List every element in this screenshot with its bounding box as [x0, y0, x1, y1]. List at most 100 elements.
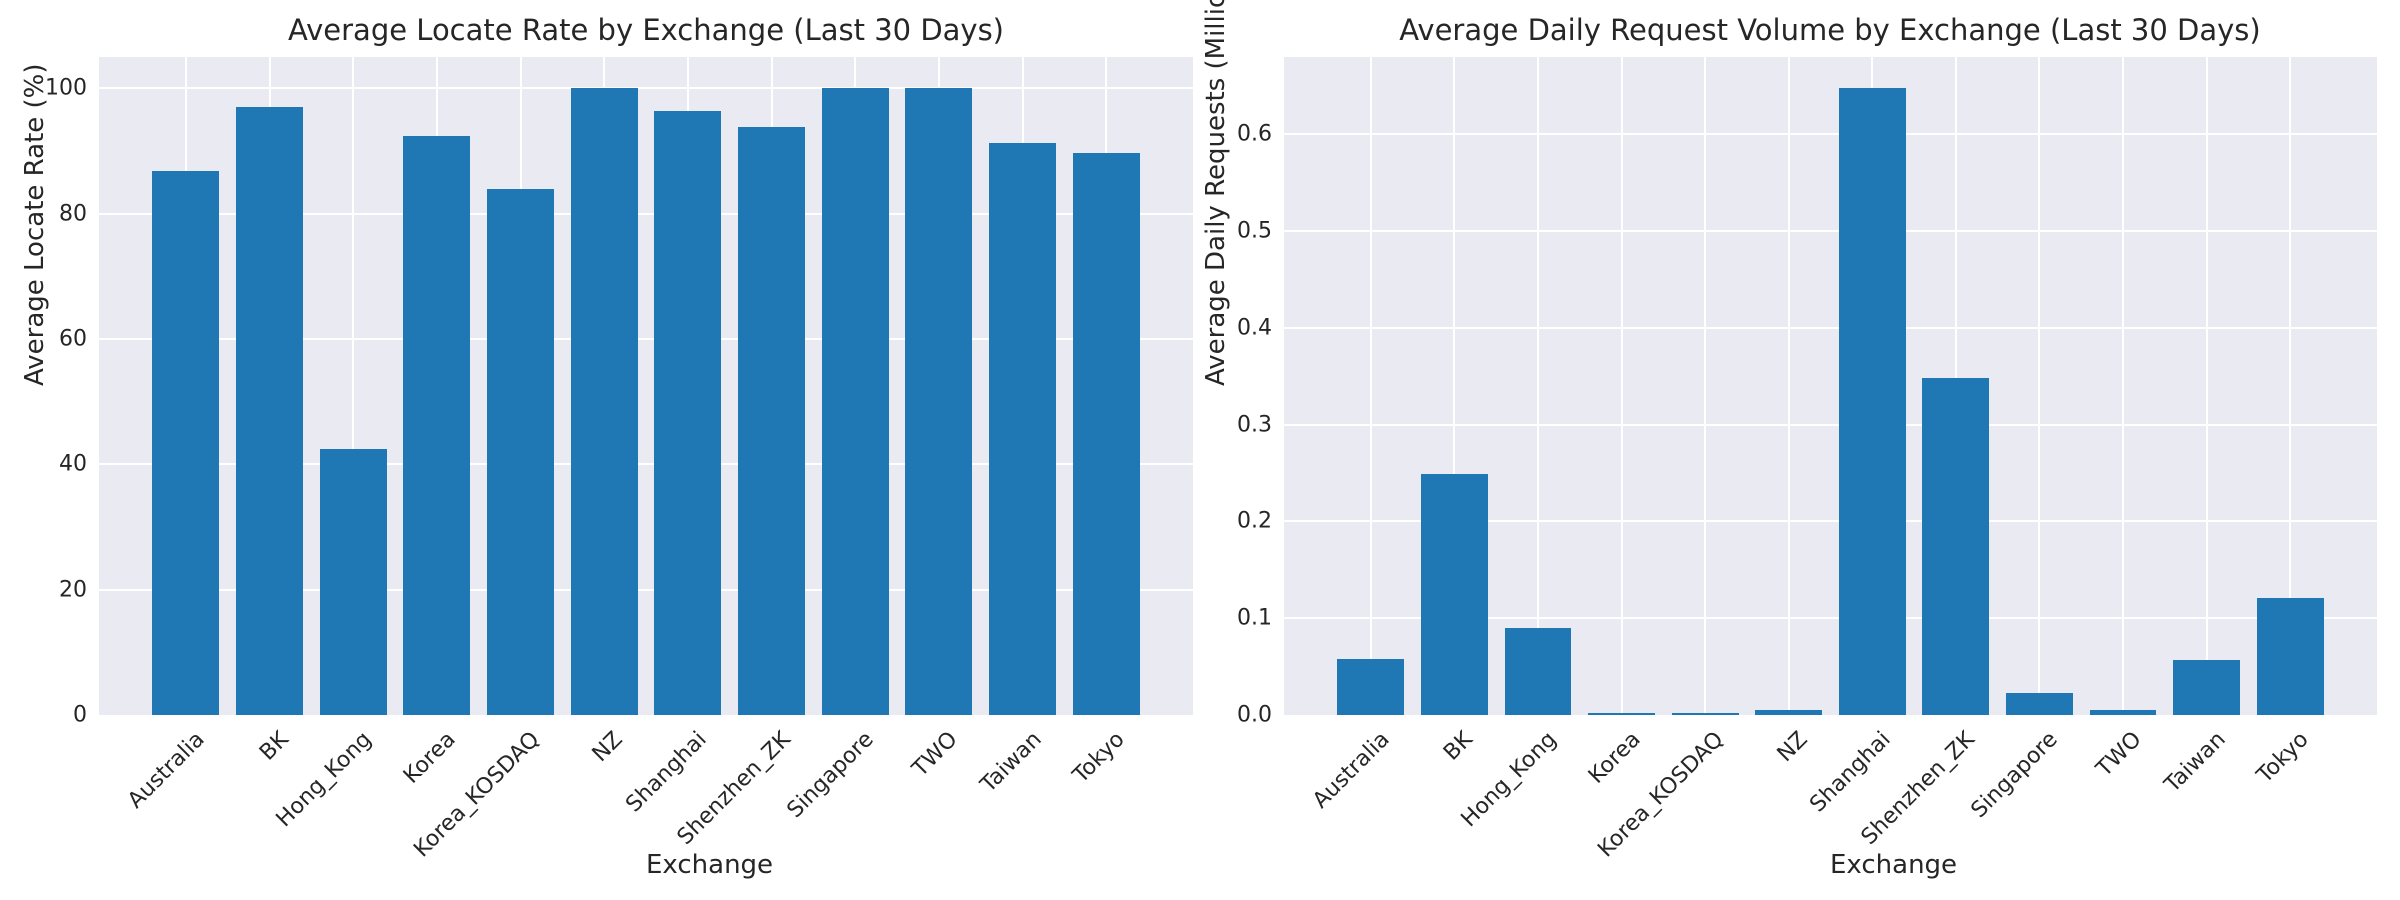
- gridline-horizontal: [1284, 520, 2377, 523]
- y-tick-label: 40: [59, 451, 87, 477]
- gridline-horizontal: [1284, 326, 2377, 329]
- gridline-vertical: [519, 57, 522, 715]
- bar-korea: [403, 135, 471, 715]
- x-tick-label: Hong_Kong: [271, 727, 377, 833]
- x-tick-label: Shanghai: [1805, 727, 1896, 818]
- bar-korea_kosdaq: [487, 188, 554, 715]
- x-tick-label: Hong_Kong: [1456, 727, 1562, 833]
- chart-title: Average Daily Request Volume by Exchange…: [1399, 13, 2261, 47]
- y-tick-label: 80: [59, 201, 87, 227]
- y-tick-label: 0.2: [1237, 508, 1272, 534]
- x-tick-label: BK: [1439, 727, 1479, 766]
- bar-singapore: [821, 88, 889, 715]
- gridline-horizontal: [1284, 230, 2377, 233]
- gridline-vertical: [770, 57, 773, 715]
- x-tick-label: NZ: [1772, 727, 1813, 767]
- gridline-vertical: [1871, 57, 1874, 715]
- gridline-vertical: [2289, 57, 2292, 715]
- gridline-vertical: [1536, 57, 1539, 715]
- bar-nz: [1755, 709, 1823, 715]
- gridline-vertical: [1954, 57, 1957, 715]
- gridline-vertical: [2205, 57, 2208, 715]
- bar-shanghai: [654, 110, 722, 715]
- plot-area: 0.0 0.1 0.2 0.3 0.4 0.5 0.6 Australia BK Hong_Kon…: [1237, 57, 2377, 862]
- bar-two: [2089, 709, 2157, 715]
- gridline-horizontal: [1284, 133, 2377, 136]
- gridline-vertical: [1453, 57, 1456, 715]
- y-tick-label: 0.6: [1237, 121, 1272, 147]
- gridline-vertical: [1620, 57, 1623, 715]
- gridline-vertical: [1021, 57, 1024, 715]
- x-tick-label: Australia: [1307, 727, 1395, 814]
- gridline-vertical: [603, 57, 606, 715]
- x-tick-label: Shanghai: [621, 727, 712, 818]
- bar-tokyo: [2256, 597, 2324, 715]
- x-tick-label: Tokyo: [2252, 727, 2314, 789]
- y-tick-label: 0.1: [1237, 605, 1272, 631]
- gridline-vertical: [2122, 57, 2125, 715]
- gridline-vertical: [2038, 57, 2041, 715]
- gridline-vertical: [1369, 57, 1372, 715]
- gridline-horizontal: [99, 338, 1193, 340]
- gridline-vertical: [686, 57, 689, 715]
- gridline-vertical: [268, 57, 271, 715]
- y-tick-label: 20: [59, 577, 87, 603]
- gridline-vertical: [352, 57, 355, 715]
- gridline-horizontal: [99, 463, 1193, 466]
- x-tick-label: Australia: [123, 727, 210, 814]
- y-tick-label: 0.0: [1237, 702, 1272, 728]
- bar-shenzhen_zk: [1922, 378, 1990, 715]
- bar-korea: [1588, 713, 1655, 715]
- bar-australia: [1337, 658, 1405, 715]
- bar-tokyo: [1072, 152, 1140, 715]
- x-tick-label: Taiwan: [975, 727, 1047, 798]
- x-tick-label: Singapore: [1966, 727, 2064, 824]
- x-tick-label: Shenzhen_ZK: [1856, 727, 1980, 850]
- bar-korea_kosdaq: [1671, 712, 1739, 715]
- plot-area: 0 20 40 60 80 100 Australia BK Hong_Kong Korea Kor…: [45, 57, 1193, 862]
- y-tick-label: 0.5: [1237, 218, 1272, 244]
- bar-shanghai: [1838, 87, 1906, 715]
- bar-bk: [1420, 474, 1488, 715]
- bar-nz: [570, 88, 638, 715]
- x-tick-label: TWO: [907, 727, 963, 782]
- gridline-vertical: [854, 57, 857, 715]
- bar-two: [905, 88, 973, 715]
- gridline-horizontal: [99, 588, 1193, 591]
- bar-taiwan: [989, 142, 1056, 715]
- gridline-vertical: [937, 57, 940, 715]
- y-tick-label: 100: [45, 75, 87, 101]
- gridline-horizontal: [99, 212, 1193, 215]
- gridline-horizontal: [99, 87, 1193, 90]
- bar-australia: [152, 171, 220, 715]
- y-tick-label: 0.3: [1237, 412, 1272, 438]
- bar-singapore: [2006, 692, 2073, 715]
- bar-bk: [236, 107, 303, 715]
- bar-shenzhen_zk: [738, 126, 805, 715]
- y-tick-label: 0: [73, 702, 87, 728]
- bar-taiwan: [2173, 659, 2241, 715]
- gridline-vertical: [1105, 57, 1108, 715]
- x-tick-label: NZ: [587, 727, 628, 767]
- gridline-vertical: [1787, 57, 1790, 715]
- x-tick-label: Tokyo: [1068, 727, 1130, 789]
- gridline-vertical: [1704, 57, 1707, 715]
- x-tick-label: Korea: [1583, 727, 1646, 789]
- gridline-horizontal: [1284, 617, 2377, 620]
- x-tick-label: Korea_KOSDAQ: [1593, 727, 1729, 863]
- chart-title: Average Locate Rate by Exchange (Last 30…: [287, 13, 1005, 47]
- x-tick-label: Taiwan: [2159, 727, 2231, 798]
- x-tick-label: Singapore: [782, 727, 879, 824]
- gridline-horizontal: [1284, 423, 2377, 426]
- x-tick-label: Shenzhen_ZK: [672, 727, 796, 850]
- gridline-vertical: [184, 57, 187, 715]
- y-tick-label: 0.4: [1237, 315, 1272, 341]
- y-tick-label: 60: [59, 326, 87, 352]
- bar-hong_kong: [1504, 627, 1572, 715]
- gridline-vertical: [435, 57, 438, 715]
- x-tick-label: BK: [254, 727, 294, 766]
- x-tick-label: Korea_KOSDAQ: [408, 727, 545, 863]
